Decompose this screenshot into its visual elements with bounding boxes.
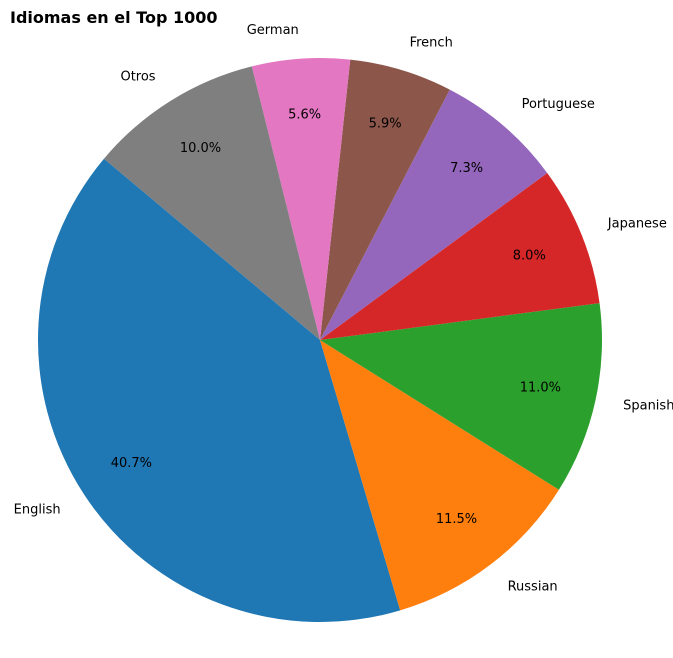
slice-percent-german: 5.6%	[288, 107, 321, 122]
slice-label-german: German	[247, 23, 299, 38]
slice-percent-russian: 11.5%	[436, 512, 477, 527]
slice-label-french: French	[410, 36, 453, 51]
pie-slice-portuguese	[320, 89, 548, 340]
slice-label-portuguese: Portuguese	[522, 97, 595, 112]
slice-percent-spanish: 11.0%	[520, 381, 561, 396]
slice-percent-english: 40.7%	[111, 456, 152, 471]
slice-percent-japanese: 8.0%	[513, 248, 546, 263]
pie-slice-english	[37, 158, 401, 623]
slice-label-otros: Otros	[120, 69, 155, 84]
pie-labels: English 40.7% Russian 11.5% Spanish 11.0% Japa…	[14, 23, 673, 595]
slice-label-russian: Russian	[508, 580, 558, 595]
pie-slice-spanish	[320, 303, 602, 490]
pie-slice-russian	[320, 340, 559, 611]
slice-percent-otros: 10.0%	[180, 141, 221, 156]
slice-percent-french: 5.9%	[369, 117, 402, 132]
pie-slice-otros	[103, 66, 320, 340]
pie-slice-german	[251, 58, 351, 340]
pie-slices	[37, 58, 602, 623]
slice-label-spanish: Spanish	[623, 399, 673, 414]
pie-slice-japanese	[320, 172, 600, 340]
pie-slice-french	[320, 59, 450, 340]
slice-percent-portuguese: 7.3%	[450, 161, 483, 176]
chart-title: Idiomas en el Top 1000	[10, 8, 218, 27]
slice-label-japanese: Japanese	[607, 217, 667, 232]
slice-label-english: English	[14, 503, 61, 518]
